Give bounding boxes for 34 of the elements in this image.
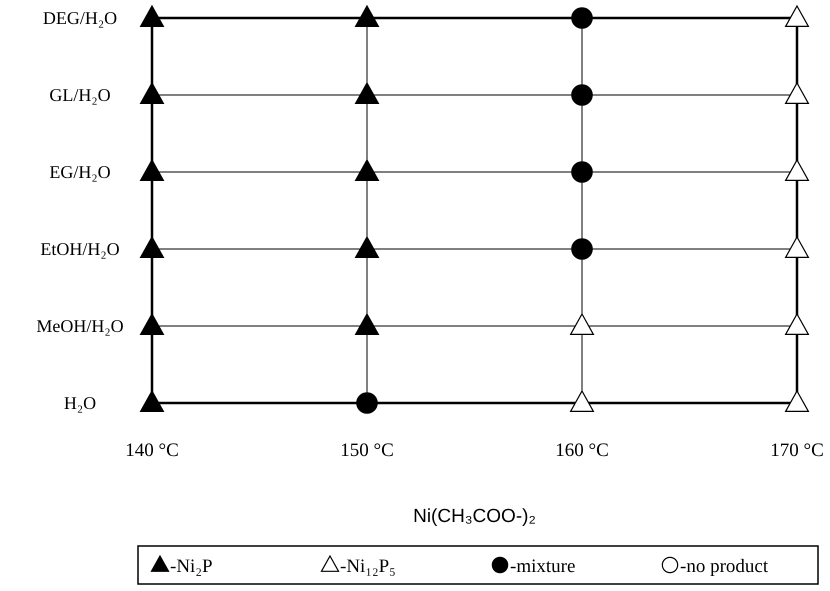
point: [785, 313, 809, 335]
y-tick-label: DEG/H₂O: [42, 8, 118, 28]
point: [355, 236, 379, 258]
point: [785, 159, 809, 181]
point: [355, 159, 379, 181]
point: [785, 5, 809, 27]
point: [140, 5, 164, 27]
y-tick-label: GL/H₂O: [49, 85, 111, 105]
point: [785, 236, 809, 258]
y-tick-label: MeOH/H₂O: [36, 316, 124, 336]
legend-label: -Ni₂P: [170, 556, 213, 577]
point: [140, 236, 164, 258]
point: [140, 390, 164, 412]
point: [355, 5, 379, 27]
y-tick-label: EtOH/H₂O: [40, 239, 120, 259]
x-axis-title: Ni(CH₃COO-)₂: [413, 506, 536, 527]
x-tick-label: 160 °C: [555, 440, 609, 461]
legend-label: -no product: [680, 556, 769, 577]
legend-label: -mixture: [510, 556, 576, 577]
y-tick-label: EG/H₂O: [49, 162, 111, 182]
point: [570, 313, 594, 335]
point: [785, 390, 809, 412]
legend-label: -Ni₁₂P₅: [340, 556, 396, 577]
x-tick-label: 150 °C: [340, 440, 394, 461]
point: [140, 82, 164, 104]
y-tick-label: H₂O: [64, 393, 96, 413]
x-tick-label: 140 °C: [125, 440, 179, 461]
point: [785, 82, 809, 104]
x-tick-label: 170 °C: [770, 440, 824, 461]
point: [570, 390, 594, 412]
point: [140, 313, 164, 335]
point: [140, 159, 164, 181]
point: [355, 82, 379, 104]
point: [355, 313, 379, 335]
